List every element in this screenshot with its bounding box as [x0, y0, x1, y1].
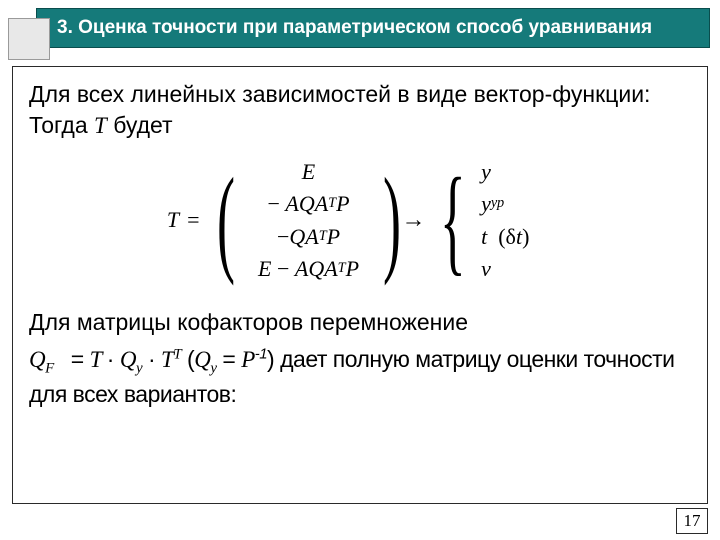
result-row-2: yур [481, 189, 504, 219]
matrix-row-4: E − AQAT P [258, 254, 359, 284]
matrix-equation: T = ( E − AQAT P −QAT P E − AQAT P ) → {… [29, 151, 691, 289]
P: P [241, 347, 255, 372]
page-number: 17 [684, 511, 701, 531]
Qy-sub: y [136, 361, 142, 377]
matrix-row-2: − AQAT P [267, 189, 349, 219]
dot1: · [107, 346, 120, 372]
left-paren: ( [217, 166, 235, 274]
eq2: = [216, 346, 241, 372]
matrix-row-3: −QAT P [277, 221, 340, 251]
intro-paragraph: Для всех линейных зависимостей в виде ве… [29, 79, 691, 141]
Qy: Q [120, 347, 136, 372]
T2-sup: T [173, 346, 181, 362]
result-row-4: v [481, 254, 491, 284]
intro-tail: будет [107, 112, 173, 138]
Qy2: Q [194, 347, 210, 372]
equals-sign: = [187, 205, 199, 235]
page-number-box: 17 [676, 508, 708, 534]
content-frame: Для всех линейных зависимостей в виде ве… [12, 66, 708, 504]
matrix-row-1: E [302, 156, 315, 186]
T1: T [90, 347, 102, 372]
right-paren: ) [383, 166, 401, 274]
result-row-3: t (δt) [481, 221, 529, 251]
header-bar: 3. Оценка точности при параметрическом с… [36, 8, 710, 48]
QF-sub: F [45, 361, 54, 377]
T2: T [161, 347, 173, 372]
dot2: · [148, 346, 161, 372]
header-title: 3. Оценка точности при параметрическом с… [57, 17, 652, 39]
formula-line: QF = T · Qy · TT (Qy = P-1) дает полную … [29, 344, 691, 410]
matrix-lhs: T [167, 205, 179, 235]
left-brace: { [439, 166, 465, 274]
maps-to-arrow: → [402, 204, 426, 236]
cofactor-line: Для матрицы кофакторов перемножение [29, 307, 691, 338]
result-column: y yур t (δt) v [475, 151, 553, 289]
QF: Q [29, 347, 45, 372]
P-sup: -1 [255, 345, 267, 362]
header-accent-box [8, 18, 50, 60]
close-paren: ) [267, 346, 280, 372]
matrix-column: E − AQAT P −QAT P E − AQAT P [232, 151, 386, 289]
result-row-1: y [481, 156, 491, 186]
header: 3. Оценка точности при параметрическом с… [0, 0, 720, 54]
intro-T: T [94, 113, 107, 138]
